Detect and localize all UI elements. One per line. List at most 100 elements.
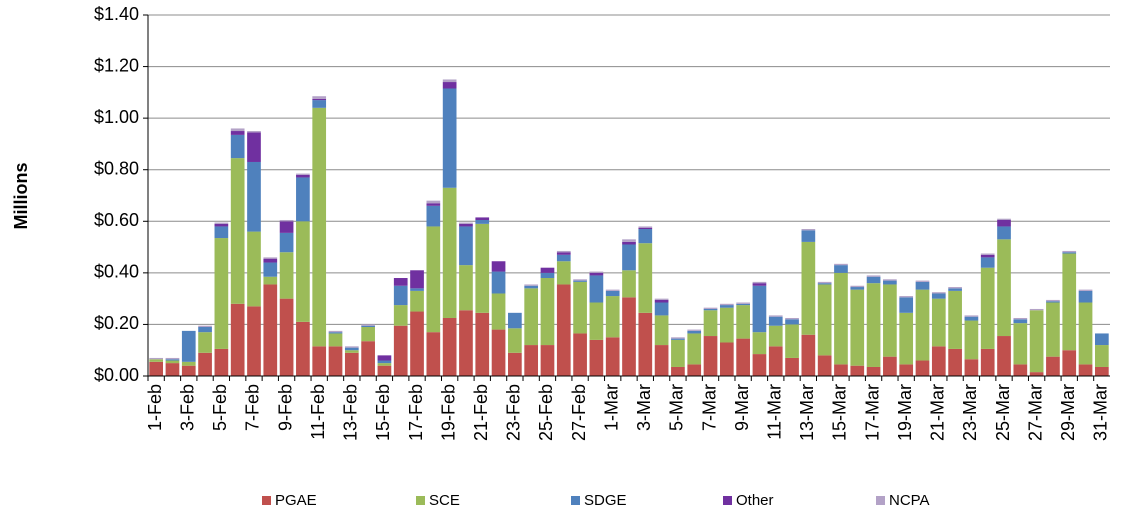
bar-segment xyxy=(866,275,881,277)
bar-segment xyxy=(752,354,767,376)
y-tick-label: $1.20 xyxy=(94,55,139,75)
bar-segment xyxy=(442,88,457,188)
bar-segment xyxy=(997,239,1011,337)
bar-segment xyxy=(638,312,653,376)
x-tick-label: 19-Feb xyxy=(438,384,458,441)
bar-segment xyxy=(817,283,832,285)
bar-segment xyxy=(328,346,343,376)
bar-segment xyxy=(1046,356,1060,376)
bar-segment xyxy=(1029,310,1044,373)
bar-segment xyxy=(312,98,327,101)
bar-segment xyxy=(1013,323,1028,365)
x-tick-label: 27-Feb xyxy=(569,384,589,441)
bar-segment xyxy=(622,239,636,242)
bar-segment xyxy=(491,293,506,330)
bar-segment xyxy=(475,312,490,376)
bar-segment xyxy=(785,357,799,376)
bar-segment xyxy=(931,346,946,376)
bar-segment xyxy=(866,283,881,367)
bar-segment xyxy=(736,302,750,304)
bar-segment xyxy=(312,346,327,376)
bar-segment xyxy=(834,364,848,376)
legend-swatch xyxy=(571,496,580,505)
bar-segment xyxy=(883,284,897,357)
bar-segment xyxy=(654,298,669,300)
bar-segment xyxy=(948,348,962,376)
bar-segment xyxy=(410,288,424,291)
bar-segment xyxy=(785,319,799,325)
bar-segment xyxy=(997,218,1011,220)
bar-segment xyxy=(964,316,979,321)
bar-segment xyxy=(361,325,375,328)
bar-segment xyxy=(540,278,555,346)
x-tick-label: 13-Feb xyxy=(341,384,361,441)
bar-segment xyxy=(671,366,685,376)
bar-segment xyxy=(605,289,620,291)
bar-segment xyxy=(915,360,930,376)
bar-segment xyxy=(263,262,278,277)
bar-segment xyxy=(198,352,212,376)
bar-segment xyxy=(768,325,783,347)
bar-segment xyxy=(899,364,914,376)
bar-segment xyxy=(312,96,327,99)
bar-segment xyxy=(622,244,636,271)
bar-segment xyxy=(1046,299,1060,302)
x-tick-label: 5-Mar xyxy=(667,384,687,431)
x-tick-label: 23-Mar xyxy=(960,384,980,441)
bar-segment xyxy=(703,310,718,337)
bar-segment xyxy=(948,287,962,289)
bar-segment xyxy=(393,305,408,326)
bar-segment xyxy=(638,227,653,230)
bar-segment xyxy=(671,339,685,367)
bar-segment xyxy=(573,280,587,282)
bar-segment xyxy=(214,226,229,239)
bar-segment xyxy=(230,131,245,135)
bar-segment xyxy=(165,359,180,361)
bar-segment xyxy=(703,308,718,311)
legend-swatch xyxy=(876,496,885,505)
bar-segment xyxy=(1078,302,1093,365)
bar-segment xyxy=(589,275,604,303)
bar-segment xyxy=(442,79,457,83)
bar-segment xyxy=(247,231,261,307)
bar-segment xyxy=(589,302,604,340)
bar-segment xyxy=(964,315,979,317)
bar-segment xyxy=(997,219,1011,227)
bar-segment xyxy=(508,312,522,329)
bar-segment xyxy=(230,134,245,159)
bar-segment xyxy=(508,352,522,376)
bar-segment xyxy=(426,332,441,376)
bar-segment xyxy=(459,310,473,376)
bar-segment xyxy=(1046,302,1060,357)
bar-segment xyxy=(719,342,734,376)
bar-segment xyxy=(980,253,995,255)
x-tick-label: 9-Feb xyxy=(275,384,295,431)
bar-segment xyxy=(263,258,278,263)
bar-segment xyxy=(1062,253,1077,351)
bar-segment xyxy=(377,355,392,361)
bar-segment xyxy=(605,296,620,338)
bar-segment xyxy=(361,324,375,326)
bar-segment xyxy=(589,339,604,376)
bar-segment xyxy=(671,337,685,339)
bar-segment xyxy=(915,289,930,361)
bar-segment xyxy=(638,229,653,244)
x-tick-label: 23-Feb xyxy=(504,384,524,441)
bar-segment xyxy=(801,229,816,231)
bar-segment xyxy=(899,297,914,313)
bar-segment xyxy=(899,312,914,365)
bar-segment xyxy=(165,357,180,360)
bar-segment xyxy=(931,292,946,294)
bar-segment xyxy=(149,357,164,360)
bar-segment xyxy=(834,272,848,365)
bar-segment xyxy=(573,281,587,334)
bar-segment xyxy=(393,285,408,306)
x-tick-label: 9-Mar xyxy=(732,384,752,431)
bar-segment xyxy=(817,284,832,356)
bar-segment xyxy=(622,270,636,298)
x-tick-label: 1-Mar xyxy=(601,384,621,431)
bar-segment xyxy=(687,364,702,376)
bar-segment xyxy=(459,226,473,266)
y-tick-label: $1.00 xyxy=(94,107,139,127)
bar-segment xyxy=(899,296,914,298)
